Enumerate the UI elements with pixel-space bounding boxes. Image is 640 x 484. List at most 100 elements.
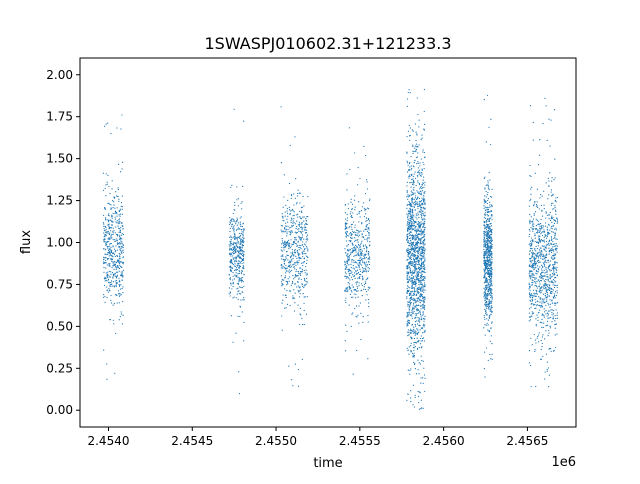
data-point bbox=[287, 199, 289, 201]
data-point bbox=[235, 297, 237, 299]
data-point bbox=[119, 237, 121, 239]
data-point bbox=[106, 296, 108, 299]
data-point bbox=[368, 305, 370, 308]
data-point bbox=[238, 277, 240, 279]
data-point bbox=[530, 193, 532, 195]
data-point bbox=[407, 225, 410, 228]
data-point bbox=[235, 332, 237, 334]
data-point bbox=[122, 275, 124, 277]
data-point bbox=[423, 266, 425, 268]
data-point bbox=[413, 260, 416, 262]
data-point bbox=[538, 341, 540, 343]
data-point bbox=[409, 204, 411, 206]
data-point bbox=[105, 228, 107, 231]
data-point bbox=[349, 279, 351, 281]
data-point bbox=[417, 304, 419, 306]
data-point bbox=[541, 265, 544, 267]
data-point bbox=[545, 325, 547, 327]
data-point bbox=[118, 295, 121, 297]
data-point bbox=[298, 296, 301, 298]
data-point bbox=[488, 233, 490, 235]
data-point bbox=[543, 208, 545, 210]
data-point bbox=[306, 256, 309, 258]
data-point bbox=[122, 269, 124, 271]
data-point bbox=[303, 238, 305, 240]
data-point bbox=[412, 272, 414, 274]
data-point bbox=[109, 219, 111, 221]
data-point bbox=[418, 144, 420, 146]
data-point bbox=[552, 193, 554, 195]
data-point bbox=[417, 390, 419, 393]
data-point bbox=[546, 295, 548, 297]
data-point bbox=[349, 249, 351, 251]
data-point bbox=[416, 276, 418, 278]
data-point bbox=[117, 163, 120, 165]
data-point bbox=[553, 286, 556, 289]
data-point bbox=[549, 303, 551, 305]
data-point bbox=[407, 224, 410, 226]
data-point bbox=[353, 289, 355, 291]
data-point bbox=[346, 286, 348, 288]
data-point bbox=[546, 259, 548, 262]
data-point bbox=[554, 262, 556, 264]
data-point bbox=[483, 230, 486, 232]
data-point bbox=[417, 246, 419, 248]
data-point bbox=[108, 249, 110, 251]
data-point bbox=[119, 294, 121, 296]
data-point bbox=[421, 207, 423, 209]
data-point bbox=[296, 261, 298, 264]
data-point bbox=[412, 222, 414, 224]
data-point bbox=[108, 213, 110, 215]
data-point bbox=[118, 283, 120, 286]
data-point bbox=[422, 151, 424, 153]
data-point bbox=[122, 276, 124, 278]
data-point bbox=[548, 218, 550, 220]
data-point bbox=[490, 204, 492, 206]
data-point bbox=[232, 279, 234, 281]
data-point bbox=[556, 266, 558, 268]
data-point bbox=[407, 311, 409, 314]
data-point bbox=[555, 276, 557, 279]
data-point bbox=[421, 212, 423, 214]
data-point bbox=[424, 208, 426, 210]
data-point bbox=[551, 272, 554, 275]
data-point bbox=[285, 228, 287, 230]
data-point bbox=[484, 243, 486, 245]
data-point bbox=[417, 267, 420, 269]
data-point bbox=[534, 263, 536, 265]
data-point bbox=[234, 274, 236, 276]
data-point bbox=[546, 214, 549, 216]
data-point bbox=[415, 333, 417, 335]
data-point bbox=[306, 296, 308, 298]
data-point bbox=[487, 224, 489, 226]
data-point bbox=[406, 267, 408, 269]
data-point bbox=[536, 273, 538, 275]
data-point bbox=[361, 250, 363, 252]
data-point bbox=[413, 337, 416, 340]
data-point bbox=[121, 206, 123, 208]
data-point bbox=[541, 313, 543, 315]
data-point bbox=[413, 354, 416, 357]
data-point bbox=[409, 92, 411, 94]
data-point bbox=[121, 266, 123, 268]
data-point bbox=[286, 235, 288, 237]
data-point bbox=[411, 315, 413, 317]
data-point bbox=[483, 98, 485, 101]
data-point bbox=[105, 267, 107, 269]
data-point bbox=[413, 361, 415, 363]
data-point bbox=[407, 233, 409, 235]
data-point bbox=[355, 251, 357, 253]
data-point bbox=[344, 299, 346, 301]
data-point bbox=[538, 236, 540, 238]
data-point bbox=[290, 217, 293, 219]
data-point bbox=[346, 220, 348, 222]
data-point bbox=[489, 282, 491, 284]
data-point bbox=[413, 326, 415, 328]
data-point bbox=[409, 305, 411, 307]
data-point bbox=[281, 284, 284, 286]
data-point bbox=[236, 244, 238, 246]
data-point bbox=[422, 213, 424, 215]
data-point bbox=[549, 269, 551, 271]
data-point bbox=[109, 252, 111, 255]
data-point bbox=[291, 248, 293, 251]
